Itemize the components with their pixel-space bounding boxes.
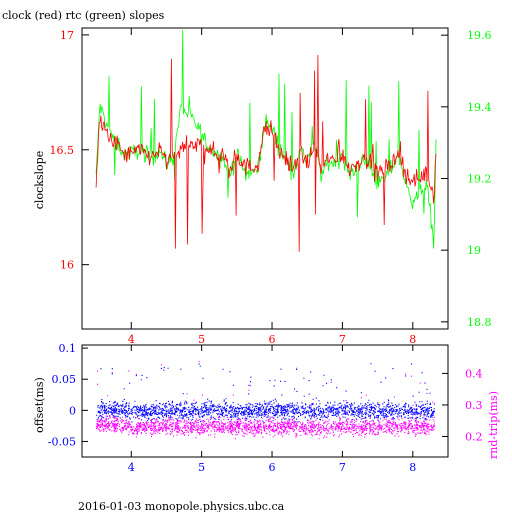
offset-points xyxy=(96,363,435,423)
y2-tick-label: 0.2 xyxy=(465,430,483,443)
y2-axis-label-rnd-trip: rnd-trip(ms) xyxy=(487,391,500,459)
x-tick-label: 5 xyxy=(198,333,205,346)
rnd-trip-points xyxy=(96,360,435,440)
y-tick-label: 0 xyxy=(69,404,76,417)
y2-tick-label: 0.4 xyxy=(465,367,483,380)
y-tick-label: 16 xyxy=(60,259,74,272)
y-tick-label: 0.05 xyxy=(52,373,77,386)
x-tick-label: 8 xyxy=(409,333,416,346)
x-tick-label: 7 xyxy=(339,333,346,346)
y2-tick-label: 19.6 xyxy=(467,29,492,42)
offset-plot-ticks: 4 5 6 7 8 -0.05 0 0.05 0.1 0.2 0.3 0.4 xyxy=(48,342,483,474)
y-axis-label-clockslope: clockslope xyxy=(33,151,46,209)
rtc-line xyxy=(95,29,437,249)
offset-plot-frame xyxy=(81,344,449,458)
y-tick-label: 17 xyxy=(60,29,74,42)
slope-plot: 4 5 6 7 8 16 16.5 17 18.8 19 19.2 19.4 19.6 clockslo… xyxy=(33,27,492,346)
clock-line xyxy=(95,54,437,252)
y-axis-label-offset: offset(ms) xyxy=(33,377,46,433)
x-tick-label: 6 xyxy=(269,461,276,474)
rtc-series-line xyxy=(95,29,437,249)
x-tick-label: 4 xyxy=(128,461,135,474)
y2-tick-label: 19.4 xyxy=(467,101,492,114)
y-tick-label: 0.1 xyxy=(59,342,77,355)
offset-points xyxy=(96,363,435,423)
x-tick-label: 6 xyxy=(269,333,276,346)
y2-tick-label: 19 xyxy=(467,244,481,257)
y-tick-label: -0.05 xyxy=(48,435,76,448)
slope-plot-ticks: 4 5 6 7 8 16 16.5 17 18.8 19 19.2 19.4 19.6 xyxy=(50,28,492,346)
y2-tick-label: 18.8 xyxy=(467,316,492,329)
chart-title: clock (red) rtc (green) slopes xyxy=(2,9,165,22)
y2-tick-label: 19.2 xyxy=(467,173,492,186)
x-tick-label: 4 xyxy=(128,333,135,346)
offset-plot: 4 5 6 7 8 -0.05 0 0.05 0.1 0.2 0.3 0.4 offset(ms) r… xyxy=(33,342,500,474)
x-tick-label: 8 xyxy=(409,461,416,474)
x-tick-label: 5 xyxy=(198,461,205,474)
slope-plot-frame xyxy=(81,27,449,330)
clock-series-line xyxy=(95,54,437,252)
y2-tick-label: 0.3 xyxy=(465,399,483,412)
x-tick-label: 7 xyxy=(339,461,346,474)
rnd-trip-points xyxy=(96,360,435,440)
footer-text: 2016-01-03 monopole.physics.ubc.ca xyxy=(78,500,285,512)
y-tick-label: 16.5 xyxy=(50,144,75,157)
